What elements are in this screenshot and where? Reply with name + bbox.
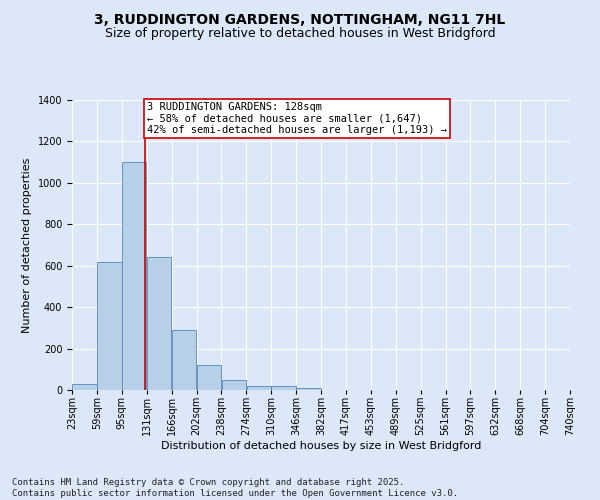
Bar <box>97 262 122 390</box>
Text: 3, RUDDINGTON GARDENS, NOTTINGHAM, NG11 7HL: 3, RUDDINGTON GARDENS, NOTTINGHAM, NG11 … <box>94 12 506 26</box>
Bar <box>122 162 146 390</box>
Text: 3 RUDDINGTON GARDENS: 128sqm
← 58% of detached houses are smaller (1,647)
42% of: 3 RUDDINGTON GARDENS: 128sqm ← 58% of de… <box>146 102 446 136</box>
Bar <box>72 384 97 390</box>
Bar <box>147 258 172 390</box>
Text: Contains HM Land Registry data © Crown copyright and database right 2025.
Contai: Contains HM Land Registry data © Crown c… <box>12 478 458 498</box>
Bar <box>172 330 196 390</box>
Text: Size of property relative to detached houses in West Bridgford: Size of property relative to detached ho… <box>104 28 496 40</box>
Bar <box>296 388 321 390</box>
Bar <box>271 386 296 390</box>
Bar <box>247 386 271 390</box>
Y-axis label: Number of detached properties: Number of detached properties <box>22 158 32 332</box>
X-axis label: Distribution of detached houses by size in West Bridgford: Distribution of detached houses by size … <box>161 440 481 450</box>
Bar <box>197 365 221 390</box>
Bar <box>221 380 246 390</box>
